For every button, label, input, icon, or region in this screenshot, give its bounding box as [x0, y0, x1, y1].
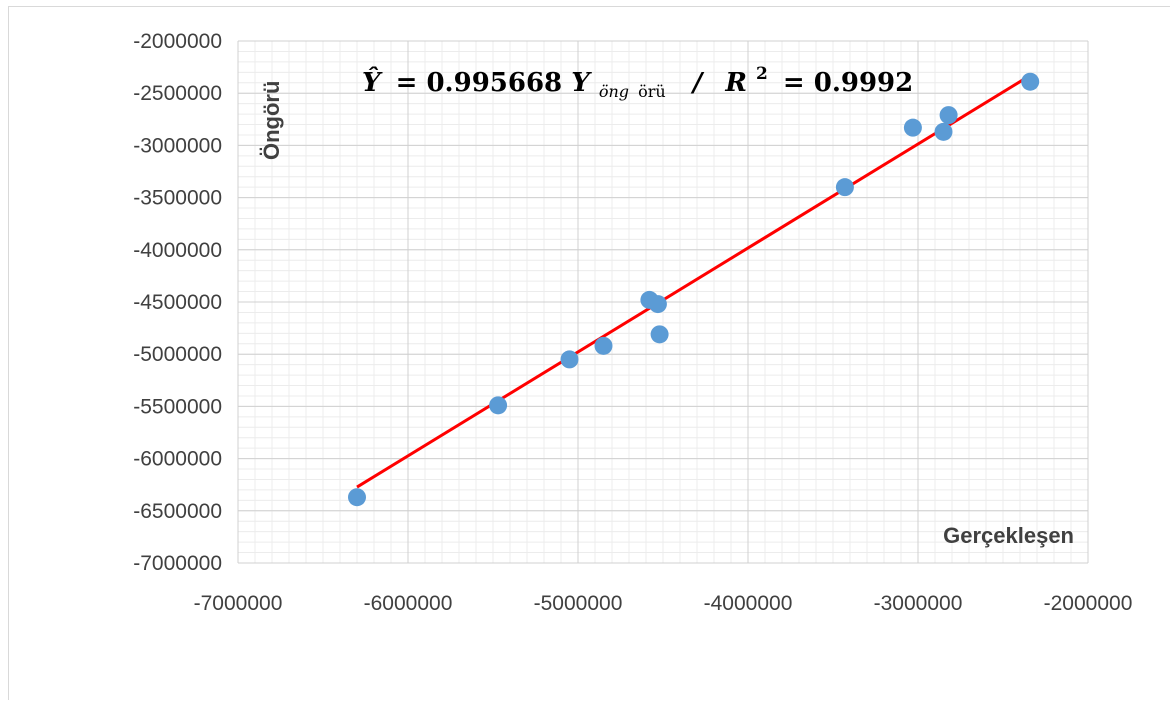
eq-y: Y — [571, 68, 592, 98]
y-tick-label: -6500000 — [133, 500, 222, 523]
data-point — [489, 396, 508, 415]
eq-separator: / — [690, 68, 705, 98]
data-point — [903, 118, 922, 137]
x-tick-label: -5000000 — [534, 592, 623, 615]
x-tick-label: -3000000 — [874, 592, 963, 615]
chart-frame — [8, 6, 1170, 700]
eq-subscript-a: öng — [599, 82, 629, 101]
x-axis-title: Gerçekleşen — [943, 523, 1074, 548]
y-tick-label: -3000000 — [133, 134, 222, 157]
y-tick-label: -5000000 — [133, 343, 222, 366]
eq-r2-value: = 0.9992 — [783, 68, 913, 98]
eq-r-superscript: 2 — [756, 64, 768, 84]
x-tick-label: -6000000 — [364, 592, 453, 615]
y-tick-label: -5500000 — [133, 395, 222, 418]
data-point — [939, 106, 958, 125]
eq-subscript-b: örü — [638, 82, 666, 101]
y-tick-labels: -2000000 -2500000 -3000000 -3500000 -4000000… — [133, 30, 222, 575]
data-point — [594, 336, 613, 355]
major-gridlines — [237, 40, 1089, 564]
trendline-group — [356, 74, 1031, 489]
data-point — [934, 122, 953, 141]
x-tick-labels: -7000000 -6000000 -5000000 -4000000 -3000000… — [194, 592, 1133, 615]
y-tick-label: -4500000 — [133, 291, 222, 314]
y-tick-label: -7000000 — [133, 552, 222, 575]
y-tick-label: -2000000 — [133, 30, 222, 53]
y-tick-label: -3500000 — [133, 187, 222, 210]
eq-r: R — [724, 68, 747, 98]
x-tick-label: -4000000 — [704, 592, 793, 615]
data-point — [1021, 72, 1040, 91]
y-axis-title: Öngörü — [259, 81, 284, 160]
data-point — [650, 325, 669, 344]
data-point — [648, 295, 667, 314]
trendline — [356, 74, 1031, 489]
data-point — [560, 350, 579, 369]
x-tick-label: -2000000 — [1044, 592, 1133, 615]
data-point — [835, 178, 854, 197]
equation-annotation: Ŷ = 0.995668 Y öng örü / R 2 = 0.9992 — [362, 56, 913, 104]
y-tick-label: -6000000 — [133, 448, 222, 471]
y-tick-label: -2500000 — [133, 82, 222, 105]
eq-coefficient: = 0.995668 — [396, 68, 563, 98]
svg-text:Ŷ = 0.995668 Y: Ŷ = 0.995668 Y öng örü / R 2 = 0.9992 — [362, 56, 913, 104]
y-tick-label: -4000000 — [133, 239, 222, 262]
data-point — [348, 488, 366, 507]
data-points — [348, 72, 1040, 507]
eq-yhat: Ŷ — [362, 66, 383, 98]
x-tick-label: -7000000 — [194, 592, 283, 615]
